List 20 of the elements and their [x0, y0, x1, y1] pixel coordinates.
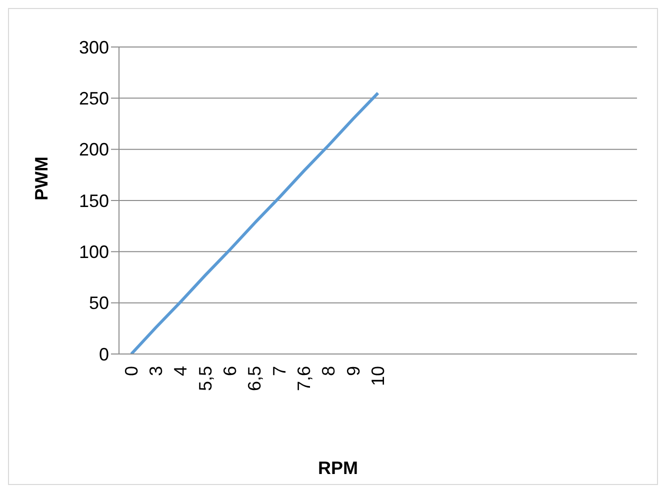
x-tick-label: 6 — [220, 366, 240, 376]
x-axis-title: RPM — [318, 458, 358, 478]
y-tick-label: 300 — [78, 37, 109, 58]
y-axis-title: PWM — [31, 156, 52, 200]
x-tick-label: 6,5 — [244, 366, 265, 392]
x-tick-label: 7 — [269, 366, 290, 376]
x-tick-label: 5,5 — [195, 366, 216, 392]
x-tick-label: 0 — [121, 366, 142, 376]
y-tick-label: 200 — [78, 140, 109, 160]
x-tick-label: 8 — [318, 366, 339, 376]
x-tick-label: 10 — [368, 366, 388, 386]
x-tick-label: 7,6 — [294, 366, 314, 392]
line-series — [130, 92, 380, 354]
x-tick-label: 4 — [170, 366, 191, 376]
y-tick-label: 250 — [78, 88, 109, 109]
x-tick-label: 9 — [343, 366, 364, 376]
x-tick-label: 3 — [146, 366, 166, 376]
y-tick-label: 50 — [88, 293, 109, 314]
y-tick-label: 100 — [78, 242, 109, 262]
y-tick-label: 150 — [78, 190, 109, 211]
